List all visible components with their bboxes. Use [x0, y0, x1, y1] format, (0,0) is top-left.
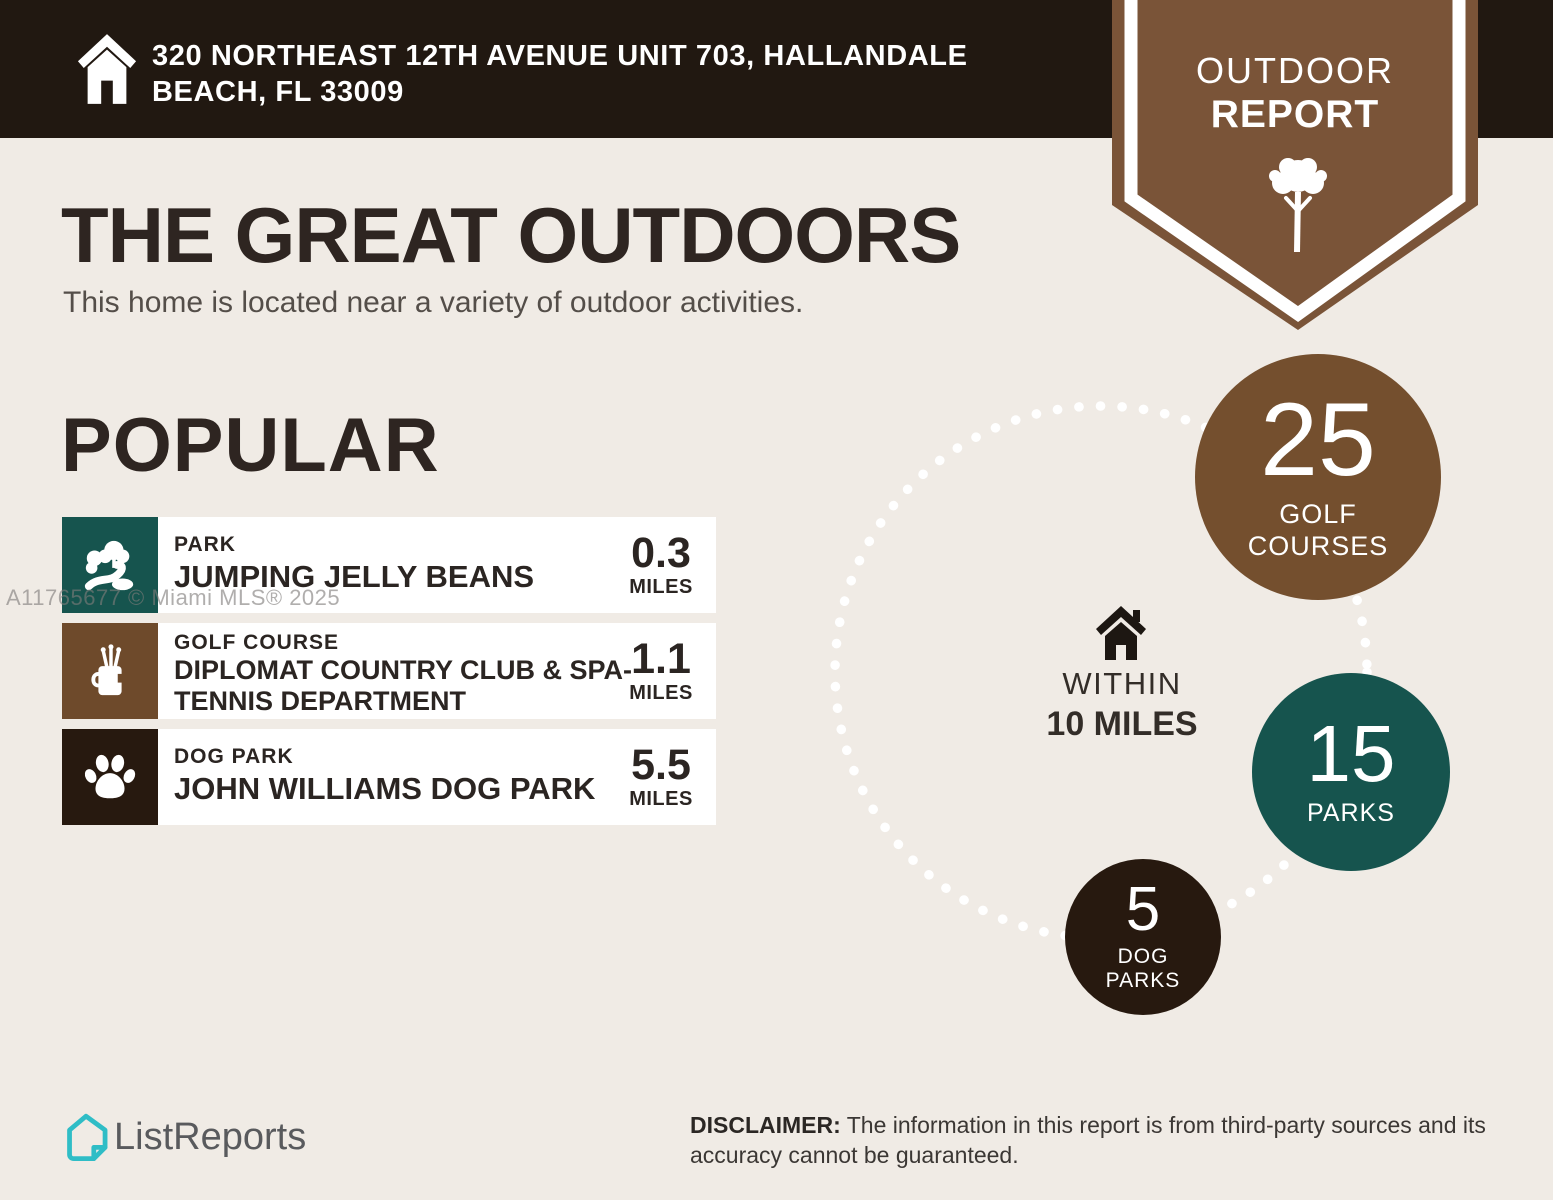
- listreports-logo-icon: [67, 1113, 108, 1162]
- home-icon: [77, 34, 137, 104]
- ribbon-title-line1: OUTDOOR: [1196, 50, 1394, 91]
- golf-tile: [62, 623, 158, 719]
- stat-label: PARKS: [1307, 799, 1395, 827]
- page-subtitle: This home is located near a variety of o…: [63, 286, 804, 319]
- mls-watermark: A11765677 © Miami MLS® 2025: [6, 585, 341, 610]
- item-distance: 0.3 MILES: [600, 530, 722, 599]
- golf-bag-icon: [91, 644, 123, 696]
- distance-unit: MILES: [629, 576, 693, 598]
- stat-label: GOLF COURSES: [1247, 499, 1389, 562]
- list-item-golf-course: GOLF COURSE DIPLOMAT COUNTRY CLUB & SPA-…: [62, 623, 716, 719]
- paw-icon: [84, 754, 136, 799]
- stat-bubble-golf-courses: 25 GOLF COURSES: [1195, 354, 1441, 600]
- item-distance: 5.5 MILES: [600, 742, 722, 811]
- item-distance: 1.1 MILES: [600, 636, 722, 705]
- item-category: PARK: [174, 533, 236, 556]
- stat-value: 15: [1306, 709, 1396, 798]
- stat-bubble-dog-parks: 5 DOG PARKS: [1065, 859, 1221, 1015]
- stat-value: 25: [1260, 382, 1376, 499]
- park-tile: [62, 517, 158, 613]
- stat-label: DOG PARKS: [1105, 944, 1181, 992]
- popular-heading: POPULAR: [61, 403, 440, 488]
- item-name: DIPLOMAT COUNTRY CLUB & SPA-TENNIS DEPAR…: [174, 655, 632, 716]
- address-line-2: BEACH, FL 33009: [152, 76, 404, 108]
- within-label-line1: WITHIN: [1062, 666, 1182, 701]
- list-item-dog-park: DOG PARK JOHN WILLIAMS DOG PARK 5.5 MILE…: [62, 729, 716, 825]
- distance-value: 0.3: [631, 529, 691, 577]
- distance-value: 1.1: [631, 635, 691, 683]
- distance-value: 5.5: [631, 741, 691, 789]
- item-name: JUMPING JELLY BEANS: [174, 559, 535, 594]
- disclaimer-text: DISCLAIMER: The information in this repo…: [690, 1112, 1486, 1168]
- within-label-line2: 10 MILES: [1046, 705, 1198, 743]
- house-icon: [1096, 606, 1146, 660]
- address-line-1: 320 NORTHEAST 12TH AVENUE UNIT 703, HALL…: [152, 40, 968, 72]
- item-name: JOHN WILLIAMS DOG PARK: [174, 771, 596, 806]
- distance-unit: MILES: [629, 682, 693, 704]
- item-category: DOG PARK: [174, 745, 294, 768]
- listreports-wordmark: ListReports: [114, 1116, 307, 1158]
- item-category: GOLF COURSE: [174, 631, 340, 654]
- ribbon-title-line2: REPORT: [1210, 93, 1380, 136]
- within-radius-label: WITHIN 10 MILES: [1020, 666, 1224, 744]
- stat-bubble-parks: 15 PARKS: [1252, 673, 1450, 871]
- list-item-park: PARK JUMPING JELLY BEANS 0.3 MILES: [62, 517, 716, 613]
- distance-unit: MILES: [629, 788, 693, 810]
- property-address: 320 NORTHEAST 12TH AVENUE UNIT 703, HALL…: [152, 38, 968, 110]
- stat-value: 5: [1125, 874, 1161, 944]
- dotted-radius-ring: [830, 401, 1372, 943]
- tree-icon: [1269, 158, 1327, 252]
- page-title: THE GREAT OUTDOORS: [61, 191, 961, 279]
- disclaimer-label: DISCLAIMER:: [690, 1112, 841, 1138]
- park-icon: [84, 540, 134, 591]
- dog-park-tile: [62, 729, 158, 825]
